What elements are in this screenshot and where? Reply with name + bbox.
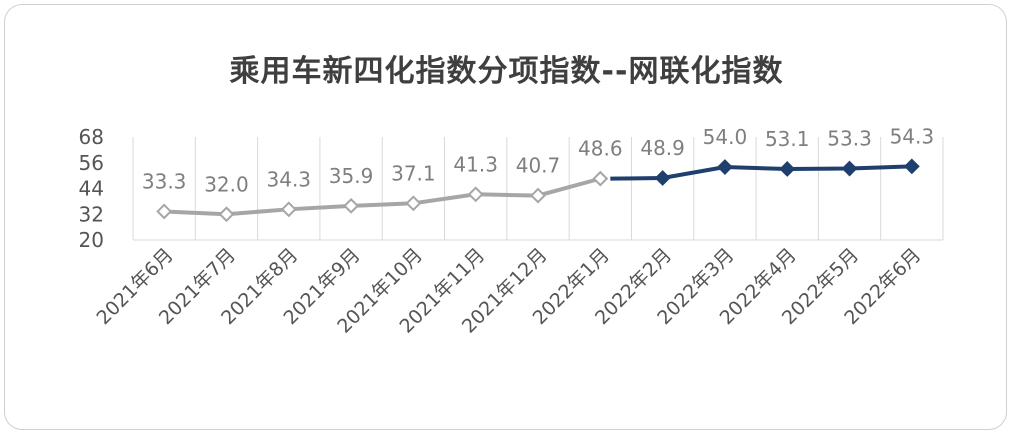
data-point [467,186,484,203]
data-point [218,206,235,223]
x-axis-ticks: 2021年6月2021年7月2021年8月2021年9月2021年10月2021… [93,244,926,338]
data-point [903,158,920,175]
data-point [654,170,671,186]
data-label: 32.0 [204,172,249,196]
chart-frame [4,4,1007,430]
y-tick-label: 68 [79,125,104,149]
data-label: 54.3 [890,124,935,148]
data-labels: 33.3 32.0 34.3 35.9 37.1 41.3 40.7 48.6 48.9 54.0… [142,124,934,196]
series-lines [164,164,912,217]
data-label: 48.9 [640,136,685,160]
data-point [717,159,733,175]
data-point [779,161,796,177]
data-point [280,201,297,218]
data-label: 33.3 [142,169,187,193]
data-label: 34.3 [267,167,312,191]
data-label: 54.0 [703,125,748,149]
data-label: 53.1 [765,127,810,151]
data-label: 53.3 [827,127,872,151]
series-line-2021 [164,176,601,217]
y-tick-label: 20 [79,228,104,252]
data-points [156,158,920,223]
data-label: 37.1 [391,161,436,185]
data-label: 48.6 [578,137,623,161]
data-point [405,195,422,212]
y-tick-label: 56 [79,151,104,175]
data-point [841,160,858,177]
data-label: 35.9 [329,164,374,188]
data-point [343,197,359,214]
data-point [530,187,546,204]
chart-title: 乘用车新四化指数分项指数--网联化指数 [229,54,784,89]
data-label: 41.3 [453,152,498,176]
data-point [592,170,609,187]
data-label: 40.7 [516,154,561,178]
y-tick-label: 32 [79,202,104,226]
data-point [156,203,173,220]
series-line-2022 [610,164,912,181]
grid-lines [132,137,944,241]
y-tick-label: 44 [79,177,104,201]
